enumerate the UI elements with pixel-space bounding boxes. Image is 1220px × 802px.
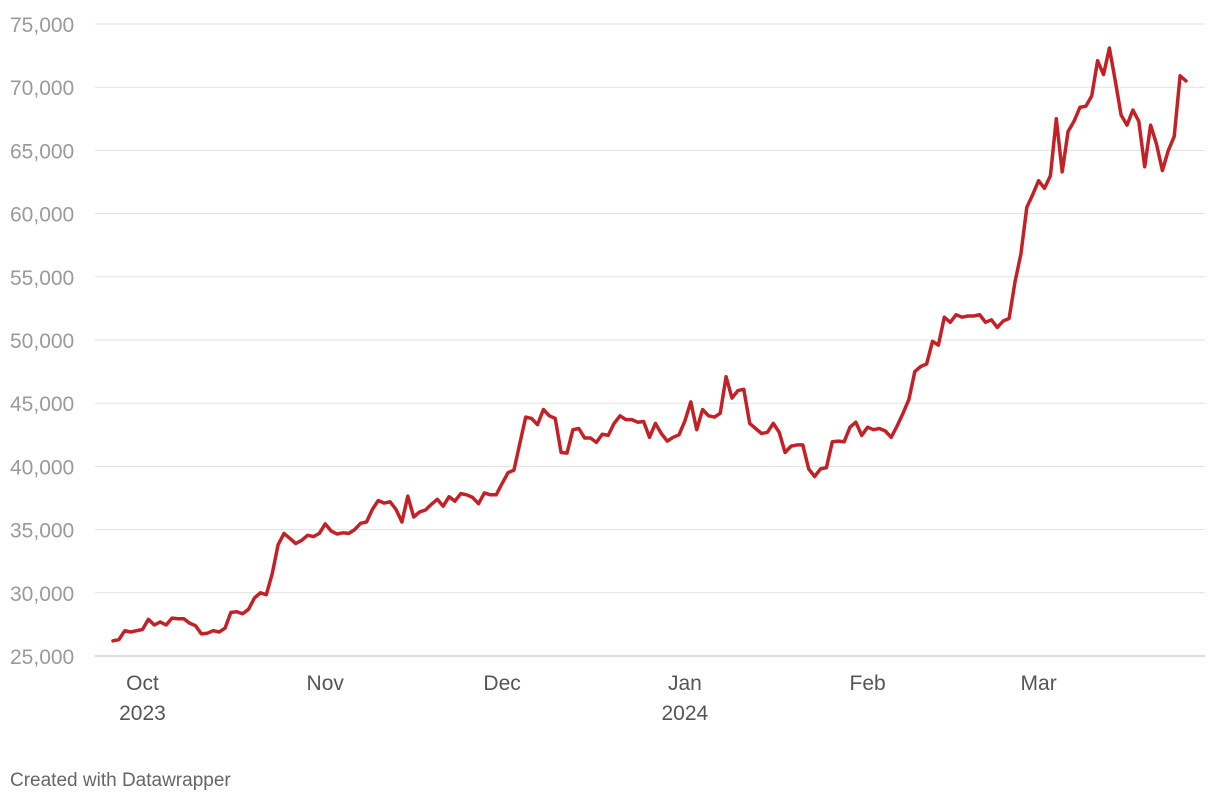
y-tick-label: 65,000 bbox=[10, 140, 74, 163]
y-tick-label: 35,000 bbox=[10, 520, 74, 543]
y-tick-label: 25,000 bbox=[10, 646, 74, 669]
x-tick-label: Nov bbox=[307, 672, 345, 695]
x-tick-label: Feb bbox=[850, 672, 886, 695]
price-line bbox=[111, 46, 1188, 643]
x-tick-label: Oct 2023 bbox=[119, 672, 166, 725]
footer: Created with Datawrapper bbox=[10, 770, 231, 791]
x-tick-label: Jan 2024 bbox=[662, 672, 709, 725]
y-tick-label: 40,000 bbox=[10, 456, 74, 479]
y-tick-label: 60,000 bbox=[10, 204, 74, 227]
y-tick-label: 75,000 bbox=[10, 14, 74, 37]
x-tick-label: Mar bbox=[1021, 672, 1057, 695]
x-tick-label: Dec bbox=[483, 672, 520, 695]
y-tick-label: 30,000 bbox=[10, 583, 74, 606]
y-tick-label: 45,000 bbox=[10, 393, 74, 416]
y-tick-label: 70,000 bbox=[10, 77, 74, 100]
y-tick-label: 55,000 bbox=[10, 267, 74, 290]
y-tick-label: 50,000 bbox=[10, 330, 74, 353]
